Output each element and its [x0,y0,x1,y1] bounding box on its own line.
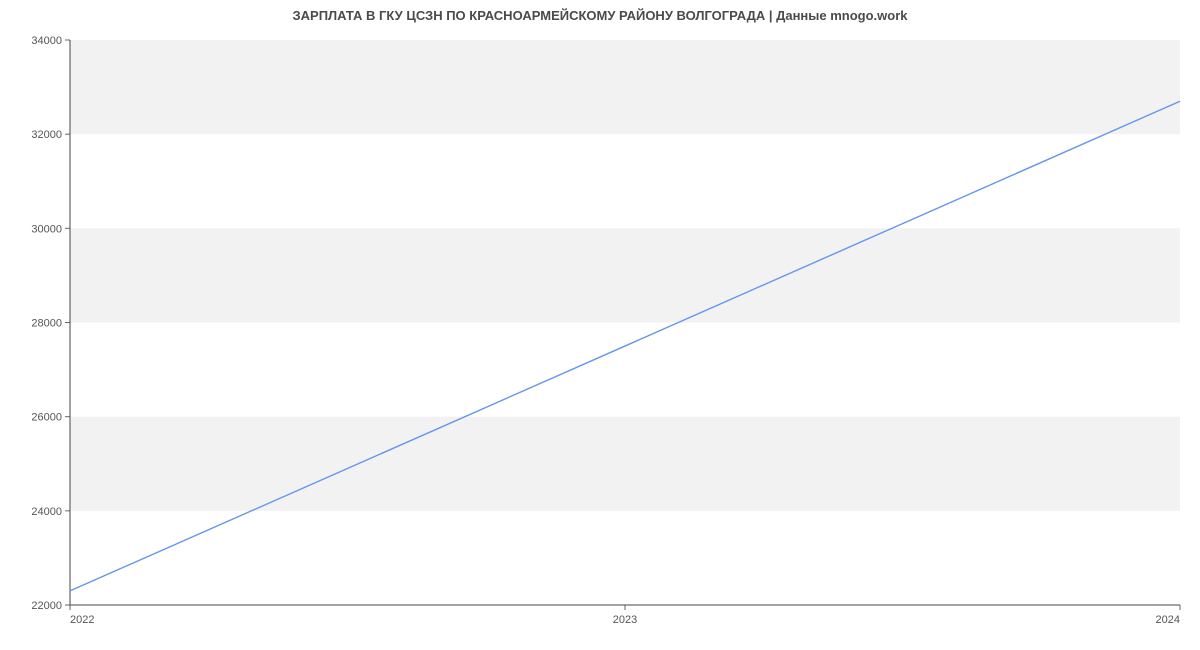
y-tick-label: 26000 [31,412,62,424]
y-tick-label: 24000 [31,506,62,518]
y-tick-label: 28000 [31,318,62,330]
x-tick-label: 2024 [1156,614,1180,626]
salary-line-chart: ЗАРПЛАТА В ГКУ ЦСЗН ПО КРАСНОАРМЕЙСКОМУ … [0,0,1200,650]
chart-svg: 22000 24000 26000 28000 30000 32000 34000 2022 2… [0,0,1200,650]
chart-title: ЗАРПЛАТА В ГКУ ЦСЗН ПО КРАСНОАРМЕЙСКОМУ … [0,8,1200,23]
y-tick-label: 34000 [31,35,62,47]
series-line [70,101,1180,591]
x-tick-label: 2023 [613,614,637,626]
x-tick-label: 2022 [70,614,94,626]
y-tick-label: 22000 [31,600,62,612]
y-tick-label: 30000 [31,223,62,235]
y-tick-label: 32000 [31,129,62,141]
